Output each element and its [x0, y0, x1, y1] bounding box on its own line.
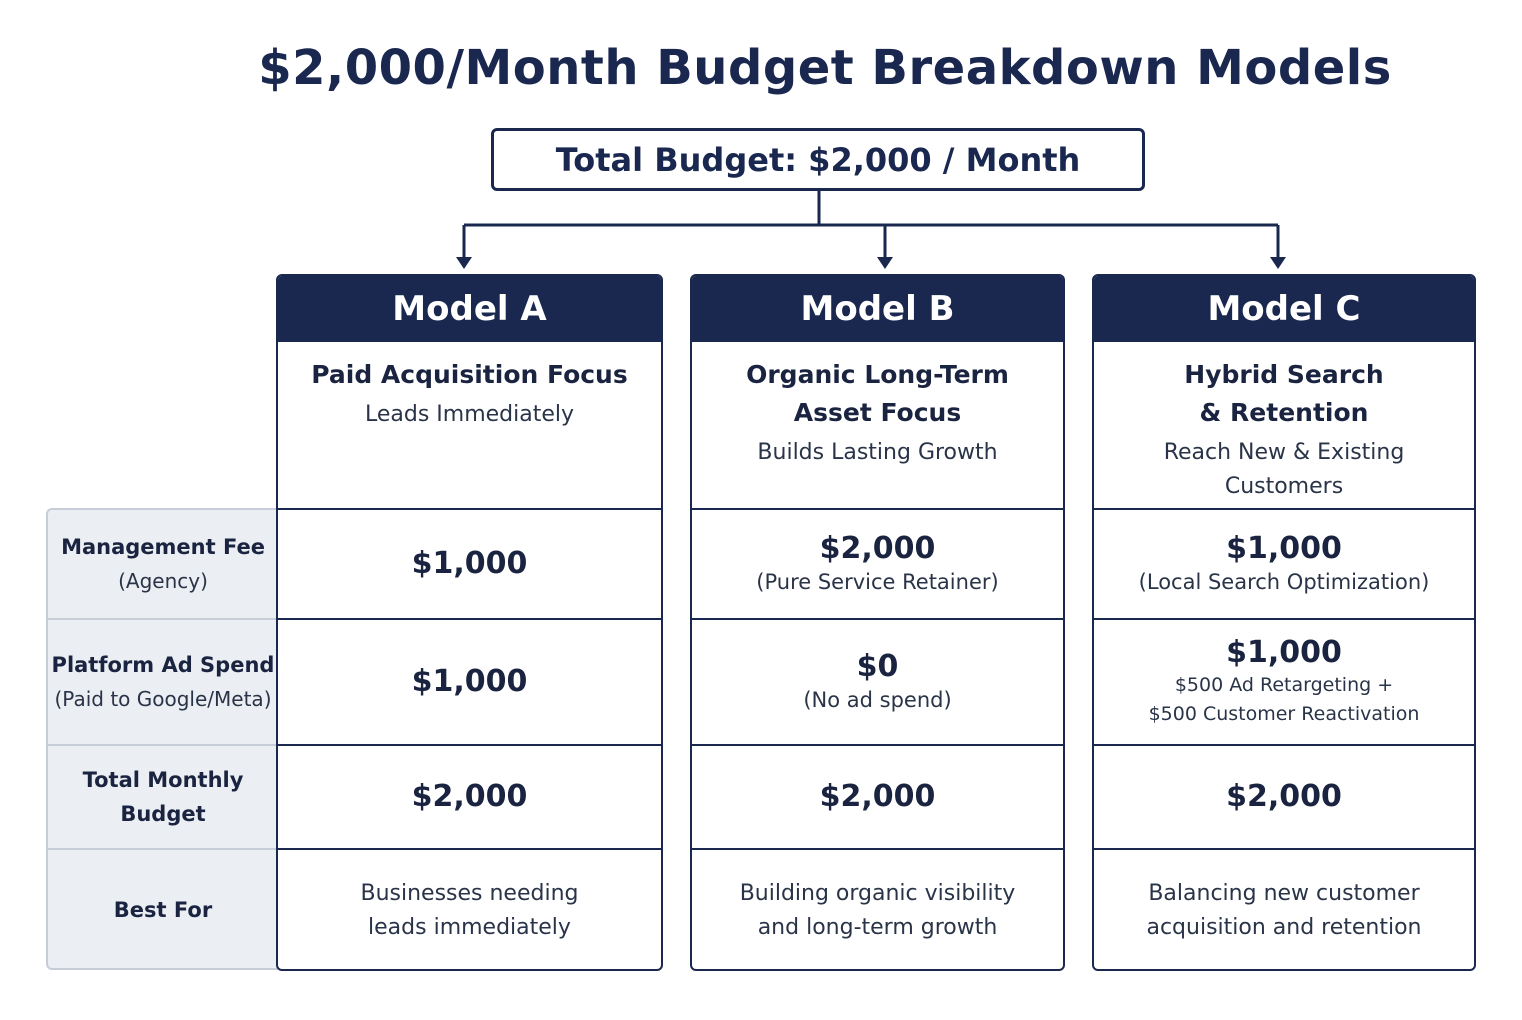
- model-header: Model A: [278, 276, 661, 342]
- model-focus: Hybrid Search: [1184, 360, 1384, 389]
- model-header: Model B: [692, 276, 1063, 342]
- model-tagline: Customers: [1224, 474, 1344, 499]
- ad-spend-note: $500 Ad Retargeting +: [1174, 674, 1394, 696]
- management-fee-note: (Local Search Optimization): [1138, 570, 1430, 594]
- row-label-sub: (Paid to Google/Meta): [54, 687, 272, 711]
- model-card-a: Model A Paid Acquisition Focus Leads Imm…: [276, 274, 663, 971]
- row-label-main: Platform Ad Spend: [51, 653, 275, 677]
- best-for-text: acquisition and retention: [1146, 914, 1422, 940]
- management-fee-amount: $1,000: [1226, 531, 1342, 566]
- best-for-text: and long-term growth: [757, 914, 998, 940]
- model-focus: Asset Focus: [793, 398, 962, 427]
- best-for-cell: Balancing new customer acquisition and r…: [1094, 848, 1474, 969]
- model-focus: & Retention: [1199, 398, 1369, 427]
- page-title: $2,000/Month Budget Breakdown Models: [258, 40, 1392, 96]
- best-for-cell: Building organic visibility and long-ter…: [692, 848, 1063, 969]
- management-fee-amount: $1,000: [411, 546, 528, 581]
- model-tagline: Leads Immediately: [364, 402, 575, 427]
- best-for-text: Businesses needing: [360, 880, 579, 906]
- model-card-b: Model B Organic Long-Term Asset Focus Bu…: [690, 274, 1065, 971]
- row-label-main-2: Budget: [120, 802, 206, 826]
- ad-spend-amount: $0: [856, 649, 899, 684]
- row-label-main: Total Monthly: [82, 768, 244, 792]
- best-for-text: Balancing new customer: [1148, 880, 1420, 906]
- total-amount: $2,000: [411, 779, 528, 814]
- total-cell: $2,000: [692, 744, 1063, 848]
- ad-spend-cell: $1,000 $500 Ad Retargeting + $500 Custom…: [1094, 618, 1474, 744]
- best-for-text: leads immediately: [368, 914, 571, 940]
- ad-spend-note: (No ad spend): [803, 688, 952, 712]
- row-label-ad-spend: Platform Ad Spend (Paid to Google/Meta): [48, 620, 278, 746]
- ad-spend-cell: $1,000: [278, 618, 661, 744]
- management-fee-note: (Pure Service Retainer): [756, 570, 999, 594]
- row-label-best-for: Best For: [48, 850, 278, 970]
- best-for-cell: Businesses needing leads immediately: [278, 848, 661, 969]
- model-tagline: Builds Lasting Growth: [757, 440, 998, 465]
- row-label-main: Best For: [113, 898, 213, 922]
- model-description: Hybrid Search & Retention Reach New & Ex…: [1094, 342, 1474, 508]
- ad-spend-amount: $1,000: [411, 664, 528, 699]
- ad-spend-amount: $1,000: [1226, 635, 1342, 670]
- arrow-head-a: [456, 257, 472, 269]
- row-label-main: Management Fee: [61, 535, 265, 559]
- row-labels-column: Management Fee (Agency) Platform Ad Spen…: [46, 508, 278, 970]
- management-fee-cell: $1,000 (Local Search Optimization): [1094, 508, 1474, 618]
- arrow-head-c: [1270, 257, 1286, 269]
- best-for-text: Building organic visibility: [739, 880, 1016, 906]
- row-label-total: Total Monthly Budget: [48, 746, 278, 850]
- management-fee-cell: $2,000 (Pure Service Retainer): [692, 508, 1063, 618]
- model-focus: Paid Acquisition Focus: [311, 360, 628, 389]
- total-cell: $2,000: [1094, 744, 1474, 848]
- total-budget-box: Total Budget: $2,000 / Month: [491, 128, 1145, 191]
- row-label-sub: (Agency): [118, 569, 208, 593]
- total-amount: $2,000: [819, 779, 936, 814]
- model-description: Paid Acquisition Focus Leads Immediately: [278, 342, 661, 508]
- arrow-head-b: [877, 257, 893, 269]
- model-tagline: Reach New & Existing: [1163, 440, 1405, 465]
- ad-spend-cell: $0 (No ad spend): [692, 618, 1063, 744]
- management-fee-cell: $1,000: [278, 508, 661, 618]
- total-cell: $2,000: [278, 744, 661, 848]
- row-label-management-fee: Management Fee (Agency): [48, 510, 278, 620]
- model-description: Organic Long-Term Asset Focus Builds Las…: [692, 342, 1063, 508]
- model-header: Model C: [1094, 276, 1474, 342]
- total-amount: $2,000: [1226, 779, 1342, 814]
- model-focus: Organic Long-Term: [746, 360, 1009, 389]
- model-card-c: Model C Hybrid Search & Retention Reach …: [1092, 274, 1476, 971]
- management-fee-amount: $2,000: [819, 531, 936, 566]
- ad-spend-note: $500 Customer Reactivation: [1148, 703, 1420, 725]
